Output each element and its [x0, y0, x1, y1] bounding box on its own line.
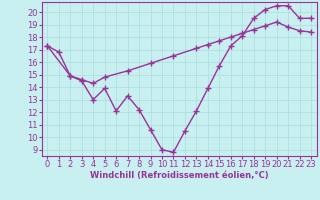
X-axis label: Windchill (Refroidissement éolien,°C): Windchill (Refroidissement éolien,°C) [90, 171, 268, 180]
